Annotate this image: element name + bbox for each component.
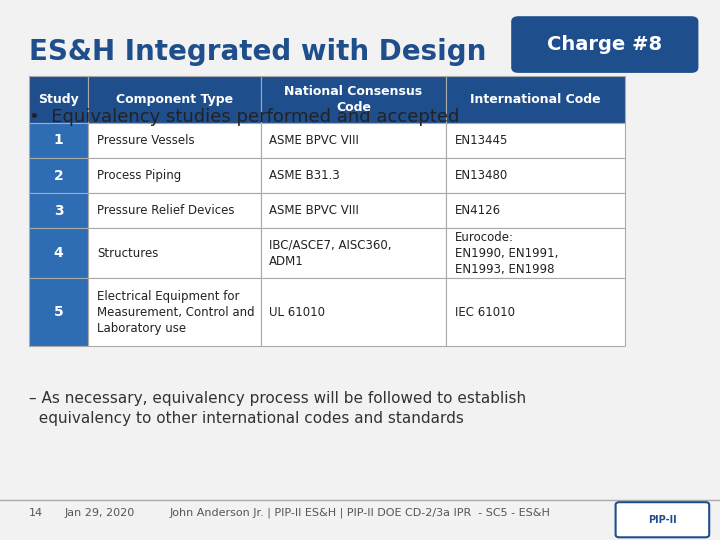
Bar: [29, 123, 89, 158]
Text: 1: 1: [54, 133, 63, 147]
FancyBboxPatch shape: [616, 502, 709, 537]
Bar: [29, 193, 89, 228]
Text: 4: 4: [54, 246, 63, 260]
Bar: [446, 123, 625, 158]
Text: John Anderson Jr. | PIP-II ES&H | PIP-II DOE CD-2/3a IPR  - SC5 - ES&H: John Anderson Jr. | PIP-II ES&H | PIP-II…: [170, 508, 550, 518]
Bar: [261, 76, 446, 123]
Text: International Code: International Code: [470, 93, 601, 106]
Text: EN13480: EN13480: [455, 169, 508, 182]
Text: Pressure Vessels: Pressure Vessels: [97, 134, 194, 147]
Text: EN4126: EN4126: [455, 204, 501, 217]
Text: Pressure Relief Devices: Pressure Relief Devices: [97, 204, 235, 217]
Bar: [29, 279, 89, 346]
Text: Structures: Structures: [97, 247, 158, 260]
Text: •  Equivalency studies performed and accepted: • Equivalency studies performed and acce…: [29, 108, 459, 126]
Text: – As necessary, equivalency process will be followed to establish
  equivalency : – As necessary, equivalency process will…: [29, 392, 526, 426]
Bar: [261, 228, 446, 279]
Text: 5: 5: [54, 305, 63, 319]
Bar: [261, 279, 446, 346]
Text: 2: 2: [54, 168, 63, 183]
Bar: [89, 123, 261, 158]
Text: IEC 61010: IEC 61010: [455, 306, 515, 319]
Text: Charge #8: Charge #8: [547, 35, 662, 54]
Text: Component Type: Component Type: [116, 93, 233, 106]
Bar: [89, 193, 261, 228]
Text: 3: 3: [54, 204, 63, 218]
Text: Process Piping: Process Piping: [97, 169, 181, 182]
Bar: [446, 158, 625, 193]
Bar: [89, 228, 261, 279]
Text: ASME BPVC VIII: ASME BPVC VIII: [269, 204, 359, 217]
Text: EN13445: EN13445: [455, 134, 508, 147]
Text: UL 61010: UL 61010: [269, 306, 325, 319]
Bar: [89, 158, 261, 193]
Text: PIP-II: PIP-II: [648, 515, 677, 525]
Text: ES&H Integrated with Design: ES&H Integrated with Design: [29, 38, 486, 66]
Bar: [261, 193, 446, 228]
Bar: [446, 228, 625, 279]
Text: Jan 29, 2020: Jan 29, 2020: [65, 508, 135, 518]
Text: National Consensus
Code: National Consensus Code: [284, 85, 423, 114]
FancyBboxPatch shape: [511, 16, 698, 73]
Bar: [29, 76, 89, 123]
Bar: [446, 76, 625, 123]
Bar: [446, 279, 625, 346]
Bar: [29, 228, 89, 279]
Text: Eurocode:
EN1990, EN1991,
EN1993, EN1998: Eurocode: EN1990, EN1991, EN1993, EN1998: [455, 231, 558, 276]
Bar: [446, 193, 625, 228]
Bar: [261, 158, 446, 193]
Bar: [29, 158, 89, 193]
Text: IBC/ASCE7, AISC360,
ADM1: IBC/ASCE7, AISC360, ADM1: [269, 239, 392, 268]
Text: Study: Study: [38, 93, 79, 106]
Text: 14: 14: [29, 508, 43, 518]
Bar: [89, 279, 261, 346]
Bar: [89, 76, 261, 123]
Text: ASME B31.3: ASME B31.3: [269, 169, 340, 182]
Text: Electrical Equipment for
Measurement, Control and
Laboratory use: Electrical Equipment for Measurement, Co…: [97, 289, 255, 335]
Bar: [261, 123, 446, 158]
Text: ASME BPVC VIII: ASME BPVC VIII: [269, 134, 359, 147]
